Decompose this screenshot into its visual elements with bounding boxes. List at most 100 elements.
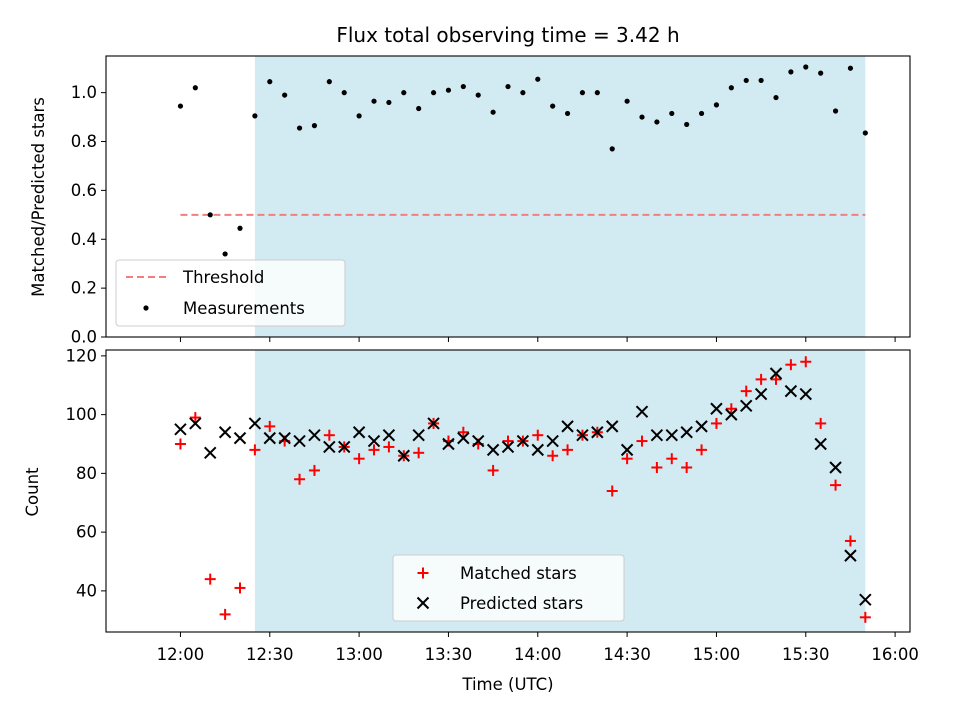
predicted-star-point: [263, 431, 276, 445]
predicted-star-point: [323, 440, 336, 454]
legend-threshold-label: Threshold: [182, 268, 264, 287]
top-legend: Threshold Measurements: [115, 259, 346, 327]
matched-star-point: [547, 450, 559, 462]
legend-measurements-swatch: [143, 305, 149, 311]
predicted-star-point: [218, 426, 232, 439]
measurement-point: [356, 113, 362, 119]
observing-window-shade-top: [254, 56, 866, 337]
matched-star-point: [502, 435, 514, 447]
matched-star-point: [368, 444, 380, 456]
predicted-star-point: [233, 431, 247, 445]
predicted-star-point: [472, 434, 485, 448]
measurement-point: [192, 85, 198, 91]
measurement-point: [296, 125, 303, 131]
x-tick-label: 13:00: [335, 645, 383, 664]
measurements-series: [177, 64, 868, 257]
matched-star-point: [323, 429, 335, 441]
measurement-point: [713, 102, 720, 108]
y-tick-label: 120: [66, 346, 98, 365]
measurement-point: [282, 92, 288, 98]
x-tick-label: 12:30: [246, 645, 294, 664]
matched-star-point: [606, 485, 618, 497]
predicted-star-point: [248, 417, 262, 430]
predicted-star-point: [740, 399, 753, 413]
predicted-star-point: [293, 434, 306, 448]
predicted-star-point: [829, 461, 842, 474]
measurement-point: [207, 212, 213, 218]
matched-star-point: [189, 412, 201, 424]
bottom-legend: Matched stars Predicted stars: [392, 554, 625, 622]
matched-star-point: [785, 359, 797, 371]
predicted-star-point: [486, 443, 500, 457]
measurement-point: [818, 70, 824, 76]
y-tick-label: 60: [76, 523, 97, 542]
measurement-point: [758, 77, 764, 84]
y-tick-label: 1.0: [71, 83, 97, 102]
measurement-point: [743, 77, 749, 84]
predicted-star-point: [814, 437, 827, 451]
predicted-star-point: [352, 426, 366, 439]
matched-star-point: [740, 385, 752, 397]
matched-star-point: [219, 608, 231, 620]
measurement-point: [550, 103, 556, 109]
predicted-star-point: [591, 426, 604, 439]
top-y-axis-ticks: 0.0 0.2 0.4 0.6 0.8 1.0: [71, 83, 106, 347]
predicted-star-point: [799, 387, 812, 401]
top-legend-box: [115, 259, 346, 327]
predicted-star-point: [174, 423, 187, 436]
bottom-y-axis-ticks: 40 60 80 100 120: [66, 346, 106, 600]
measurement-point: [639, 114, 645, 120]
matched-star-point: [859, 611, 871, 623]
matched-star-point: [249, 444, 261, 456]
predicted-star-point: [665, 428, 678, 442]
measurement-point: [728, 85, 734, 91]
matched-star-point: [830, 479, 842, 491]
predicted-star-point: [695, 420, 708, 433]
measurement-point: [416, 105, 422, 112]
predicted-star-point: [784, 384, 798, 398]
predicted-star-point: [516, 434, 530, 448]
predicted-star-point: [501, 440, 515, 454]
measurement-point: [177, 103, 184, 109]
matched-star-point: [651, 462, 663, 473]
y-tick-label: 40: [76, 581, 97, 600]
y-tick-label: 0.0: [71, 328, 97, 347]
matched-star-point: [815, 417, 827, 429]
matched-star-point: [755, 373, 767, 385]
legend-measurements-label: Measurements: [183, 299, 305, 318]
top-panel: 0.0 0.2 0.4 0.6 0.8 1.0 Matched/Predicted sta…: [29, 55, 911, 347]
matched-star-point: [844, 535, 856, 547]
matched-star-point: [800, 356, 812, 368]
predicted-star-point: [189, 417, 202, 430]
bottom-x-axis-label: Time (UTC): [461, 675, 553, 694]
legend-matched-label: Matched stars: [460, 564, 577, 583]
measurement-point: [490, 109, 496, 115]
bottom-x-axis-ticks: 12:00 12:30 13:00 13:30 14:00 14:30 15:00 15:30…: [157, 632, 919, 664]
bottom-panel: 40 60 80 100 120 12:00 12:30 13:00 13:30 14:00 14…: [23, 346, 919, 694]
measurement-point: [698, 110, 705, 117]
predicted-star-point: [204, 446, 217, 460]
chart-title: Flux total observing time = 3.42 h: [336, 23, 679, 47]
predicted-star-point: [620, 443, 634, 457]
bottom-legend-box: [392, 554, 625, 622]
measurement-point: [788, 69, 794, 75]
predicted-star-point: [650, 428, 664, 442]
matched-star-point: [234, 582, 246, 594]
measurement-point: [430, 90, 437, 96]
x-tick-label: 14:00: [514, 645, 562, 664]
y-tick-label: 0.2: [71, 279, 97, 298]
predicted-star-point: [412, 428, 425, 442]
y-tick-label: 0.4: [71, 230, 97, 249]
measurement-point: [832, 108, 839, 114]
matched-stars-series: [174, 356, 871, 623]
measurement-point: [237, 225, 243, 231]
matched-star-point: [413, 447, 425, 459]
measurement-point: [594, 90, 600, 96]
bottom-y-axis-label: Count: [23, 467, 42, 517]
predicted-star-point: [427, 417, 440, 430]
measurement-point: [535, 76, 541, 82]
matched-star-point: [532, 429, 544, 441]
x-tick-label: 14:30: [603, 645, 651, 664]
measurement-point: [252, 113, 258, 119]
